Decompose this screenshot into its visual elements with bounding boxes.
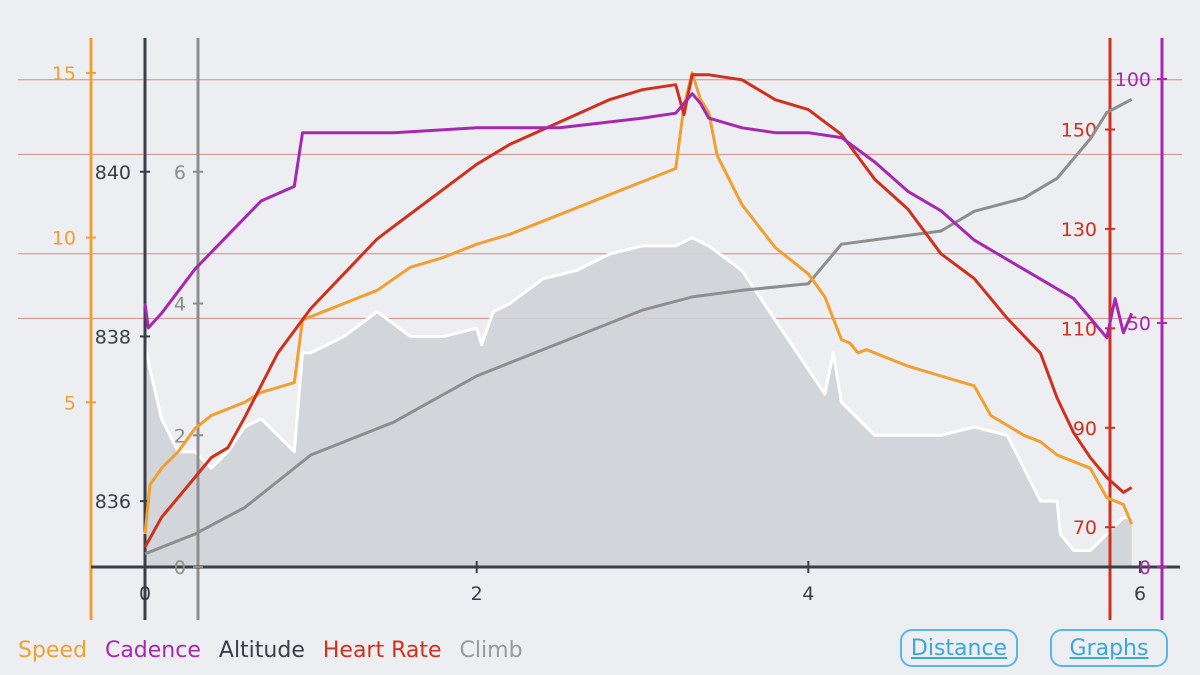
climb-tick-label-0: 0 bbox=[174, 557, 186, 579]
heart_rate-tick-label-1: 90 bbox=[1073, 418, 1097, 440]
cadence-tick-label-2: 100 bbox=[1115, 69, 1151, 91]
speed-tick-label-1: 10 bbox=[52, 228, 76, 250]
heart_rate-tick-label-3: 130 bbox=[1061, 219, 1097, 241]
x-tick-label-1: 2 bbox=[471, 583, 483, 605]
heart-rate-line bbox=[143, 73, 1133, 548]
legend-speed: Speed bbox=[18, 638, 87, 663]
graphs-button[interactable]: Graphs bbox=[1050, 629, 1168, 667]
altitude-line bbox=[143, 236, 1132, 552]
climb-tick-label-3: 6 bbox=[174, 162, 186, 184]
altitude-area bbox=[145, 237, 1132, 567]
climb-tick-label-2: 4 bbox=[174, 294, 186, 316]
cadence-line bbox=[143, 92, 1134, 340]
legend-altitude: Altitude bbox=[218, 638, 305, 663]
climb-line bbox=[144, 97, 1133, 556]
cadence-tick-label-1: 50 bbox=[1127, 313, 1151, 335]
heart_rate-tick-label-4: 150 bbox=[1061, 119, 1097, 141]
cadence-tick-label-0: 0 bbox=[1139, 557, 1151, 579]
altitude-tick-label-0: 836 bbox=[95, 491, 131, 513]
speed-tick-label-0: 5 bbox=[64, 392, 76, 414]
altitude-tick-label-2: 840 bbox=[95, 162, 131, 184]
distance-button[interactable]: Distance bbox=[900, 629, 1018, 667]
legend-climb: Climb bbox=[459, 638, 523, 663]
legend-heart-rate: Heart Rate bbox=[322, 638, 442, 663]
x-tick-label-2: 4 bbox=[802, 583, 814, 605]
speed-tick-label-2: 15 bbox=[52, 63, 76, 85]
heart_rate-tick-label-0: 70 bbox=[1073, 517, 1097, 539]
legend: Speed Cadence Altitude Heart Rate Climb bbox=[18, 638, 523, 663]
x-tick-label-3: 6 bbox=[1134, 583, 1146, 605]
climb-tick-label-1: 2 bbox=[174, 425, 186, 447]
speed-line bbox=[143, 71, 1134, 535]
altitude-tick-label-1: 838 bbox=[95, 326, 131, 348]
heart_rate-tick-label-2: 110 bbox=[1061, 318, 1097, 340]
legend-cadence: Cadence bbox=[104, 638, 201, 663]
x-tick-label-0: 0 bbox=[139, 583, 151, 605]
